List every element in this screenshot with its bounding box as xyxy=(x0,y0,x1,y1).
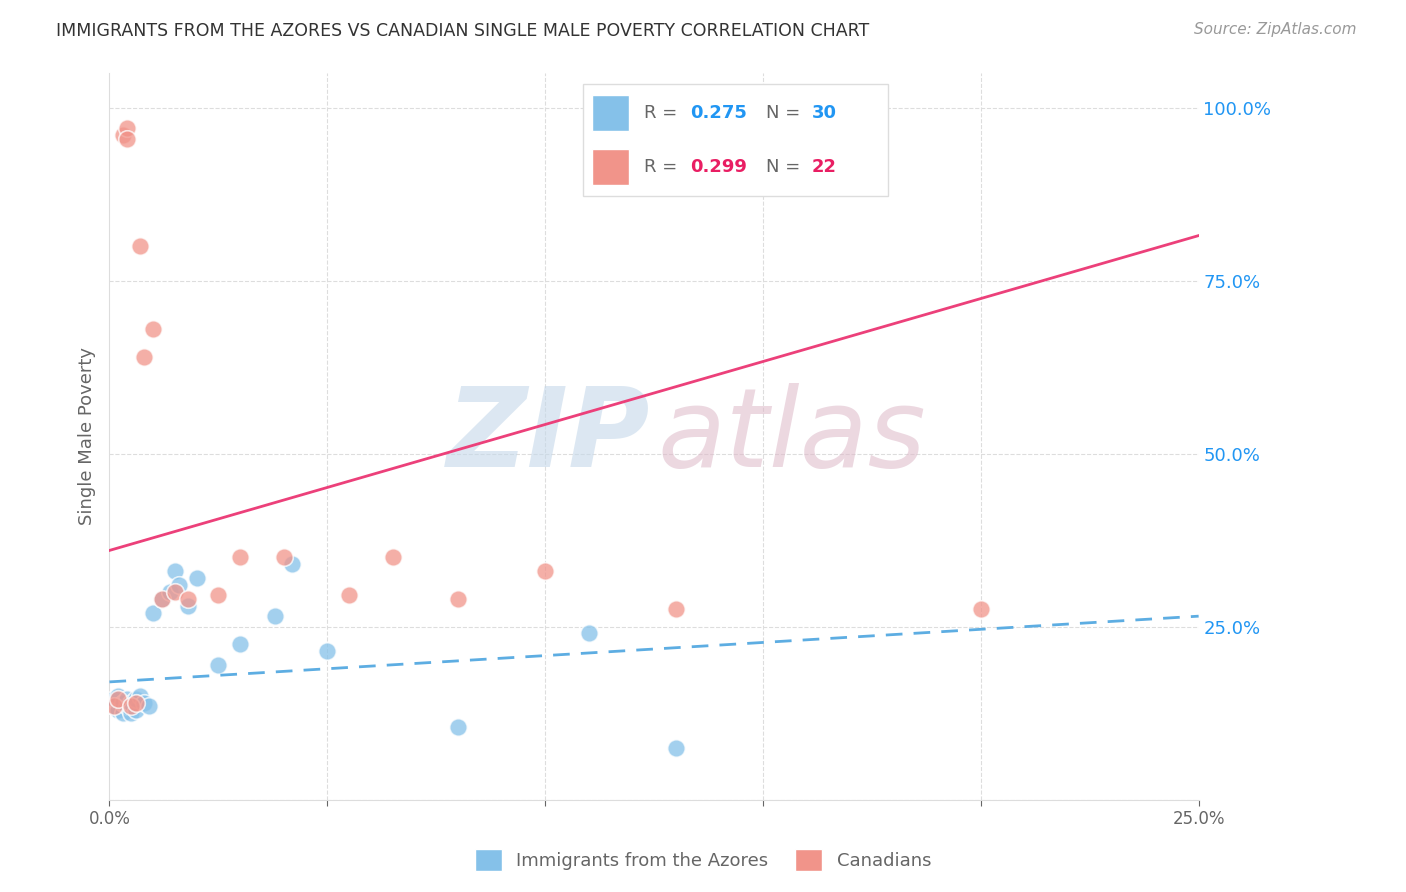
Point xyxy=(124,692,146,706)
Point xyxy=(281,558,304,572)
Point xyxy=(103,699,125,714)
Point xyxy=(337,588,360,602)
Point xyxy=(316,644,339,658)
Point xyxy=(107,692,129,706)
Text: IMMIGRANTS FROM THE AZORES VS CANADIAN SINGLE MALE POVERTY CORRELATION CHART: IMMIGRANTS FROM THE AZORES VS CANADIAN S… xyxy=(56,22,869,40)
Text: atlas: atlas xyxy=(658,383,927,490)
Point xyxy=(129,689,152,703)
Point xyxy=(177,591,200,606)
Point xyxy=(534,564,557,578)
Point xyxy=(264,609,287,624)
Point xyxy=(120,706,142,720)
Legend: Immigrants from the Azores, Canadians: Immigrants from the Azores, Canadians xyxy=(467,842,939,879)
Point xyxy=(111,706,134,720)
Point xyxy=(150,591,173,606)
Point xyxy=(103,692,125,706)
Point xyxy=(142,322,165,336)
Point xyxy=(273,550,295,565)
Point xyxy=(207,657,229,672)
Point xyxy=(107,702,129,716)
Point xyxy=(970,602,993,616)
Y-axis label: Single Male Poverty: Single Male Poverty xyxy=(79,347,96,525)
Point xyxy=(167,578,190,592)
Point xyxy=(124,696,146,710)
Point xyxy=(186,571,208,585)
Point xyxy=(381,550,404,565)
Point xyxy=(134,696,156,710)
Point xyxy=(111,128,134,143)
Point xyxy=(115,699,138,714)
Point xyxy=(665,740,688,755)
Point xyxy=(129,239,152,253)
Point xyxy=(578,626,600,640)
Point xyxy=(115,132,138,146)
Point xyxy=(229,637,252,651)
Point xyxy=(447,591,470,606)
Point xyxy=(163,564,186,578)
Point xyxy=(229,550,252,565)
Point xyxy=(447,720,470,734)
Point xyxy=(134,350,156,364)
Point xyxy=(103,699,125,714)
Point xyxy=(665,602,688,616)
Point xyxy=(120,696,142,710)
Point xyxy=(159,585,181,599)
Point xyxy=(107,689,129,703)
Point xyxy=(138,699,160,714)
Point xyxy=(120,699,142,714)
Point xyxy=(163,585,186,599)
Text: ZIP: ZIP xyxy=(447,383,651,490)
Point xyxy=(142,606,165,620)
Point xyxy=(124,702,146,716)
Text: Source: ZipAtlas.com: Source: ZipAtlas.com xyxy=(1194,22,1357,37)
Point xyxy=(207,588,229,602)
Point xyxy=(150,591,173,606)
Point xyxy=(177,599,200,613)
Point xyxy=(115,692,138,706)
Point xyxy=(111,696,134,710)
Point xyxy=(115,121,138,136)
